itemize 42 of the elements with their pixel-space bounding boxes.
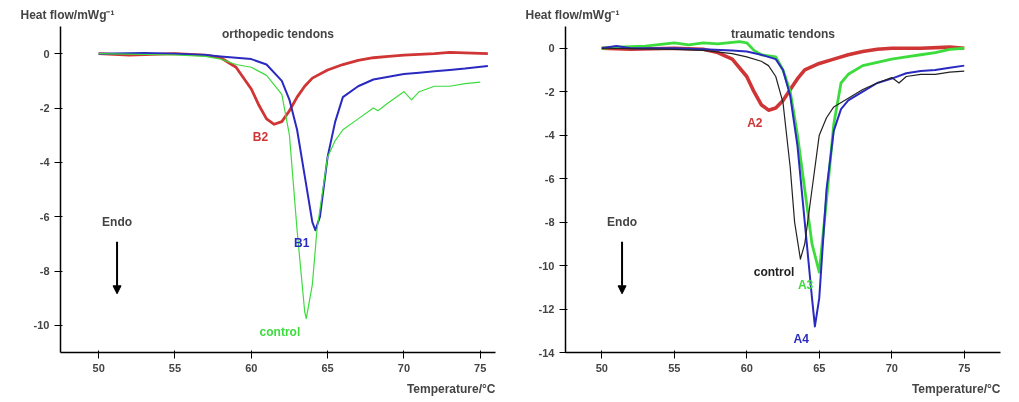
x-axis-title: Temperature/°C bbox=[911, 381, 1001, 396]
x-tick-label: 70 bbox=[397, 361, 411, 374]
series-label: A2 bbox=[747, 116, 763, 131]
line-series bbox=[98, 53, 481, 320]
x-tick-label: 75 bbox=[474, 361, 487, 374]
y-axis-title: Heat flow/mWg⁻¹ bbox=[525, 7, 620, 22]
y-tick-label: -2 bbox=[544, 85, 555, 98]
x-tick-label: 50 bbox=[92, 361, 105, 374]
y-tick-label: -8 bbox=[544, 216, 555, 229]
series-label: control bbox=[753, 265, 795, 280]
x-tick-label: 55 bbox=[668, 361, 681, 374]
x-tick-label: 50 bbox=[595, 361, 608, 374]
chart-title: orthopedic tendons bbox=[222, 26, 335, 41]
series-label: control bbox=[259, 324, 301, 339]
y-tick-label: 0 bbox=[43, 47, 50, 60]
x-tick-label: 75 bbox=[958, 361, 971, 374]
annotation: Endo bbox=[102, 214, 133, 229]
x-tick-label: 65 bbox=[321, 361, 334, 374]
y-tick-label: -10 bbox=[538, 259, 555, 272]
y-tick-label: -4 bbox=[39, 156, 51, 169]
y-tick-label: -2 bbox=[39, 102, 50, 114]
y-tick-label: 0 bbox=[548, 42, 555, 55]
chart-title: traumatic tendons bbox=[730, 26, 836, 41]
y-tick-label: -6 bbox=[39, 210, 50, 223]
series-label: A4 bbox=[793, 332, 810, 347]
line-series bbox=[97, 52, 489, 232]
y-tick-label: -14 bbox=[538, 346, 556, 359]
x-tick-label: 60 bbox=[245, 361, 258, 374]
x-tick-label: 65 bbox=[813, 361, 826, 374]
series-label: B2 bbox=[252, 130, 269, 145]
y-tick-label: -4 bbox=[544, 129, 556, 142]
y-tick-label: -8 bbox=[39, 265, 50, 277]
x-tick-label: 60 bbox=[740, 361, 753, 374]
y-tick-label: -12 bbox=[538, 303, 555, 316]
x-tick-label: 70 bbox=[885, 361, 898, 374]
y-tick-label: -10 bbox=[33, 319, 50, 332]
x-tick-label: 55 bbox=[168, 361, 182, 374]
line-series bbox=[600, 45, 966, 328]
y-axis-title: Heat flow/mWg⁻¹ bbox=[20, 7, 115, 22]
annotation: Endo bbox=[607, 214, 638, 229]
x-axis-title: Temperature/°C bbox=[406, 381, 496, 396]
y-tick-label: -6 bbox=[544, 172, 555, 185]
